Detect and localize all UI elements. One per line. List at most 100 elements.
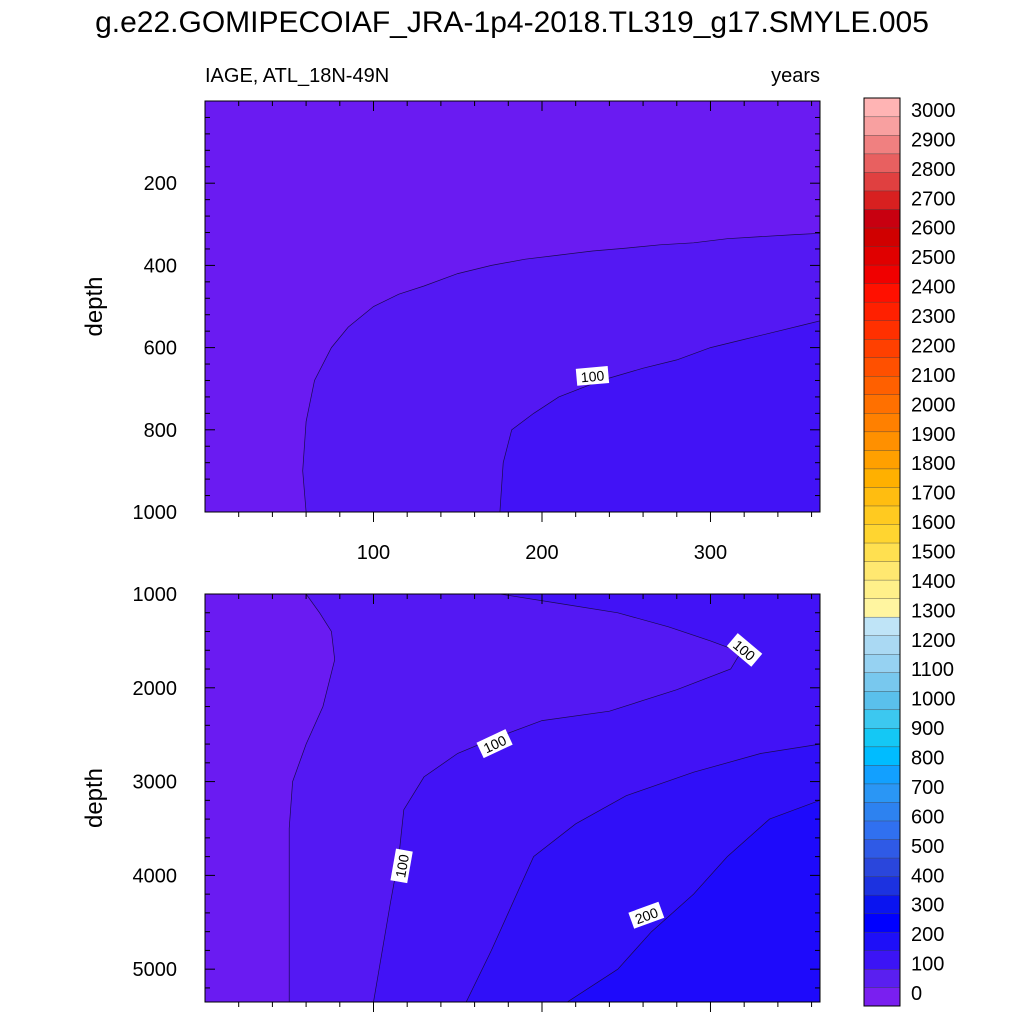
colorbar-swatch: [863, 505, 901, 525]
x-tick-label: 200: [525, 542, 558, 564]
colorbar-swatch: [863, 764, 901, 785]
colorbar-label: 2900: [911, 129, 956, 151]
y-tick-label: 1000: [133, 502, 178, 524]
colorbar-swatch: [863, 486, 901, 507]
colorbar-label: 500: [911, 836, 944, 858]
colorbar-swatch: [863, 338, 901, 358]
colorbar-swatch: [863, 579, 901, 599]
plot-frame: [204, 100, 821, 513]
x-tick-label: 100: [357, 542, 390, 564]
colorbar-label: 1200: [911, 630, 956, 652]
colorbar-label: 2800: [911, 159, 956, 181]
top-contour-panel: 100 200 300 200 400 600 800 1000 depth 100: [81, 100, 821, 564]
y-axis-label: depth: [81, 768, 108, 828]
contour-label-box: [390, 848, 413, 884]
colorbar-swatch: [863, 876, 901, 896]
colorbar-label: 1300: [911, 600, 956, 622]
colorbar-swatch: [863, 394, 901, 414]
colorbar-swatch: [863, 357, 901, 377]
colorbar-label: 2100: [911, 365, 956, 387]
colorbar-swatch: [863, 598, 901, 618]
colorbar-swatch: [863, 913, 901, 933]
colorbar-label: 300: [911, 895, 944, 917]
colorbar-swatch: [863, 412, 901, 433]
colorbar-label: 1600: [911, 512, 956, 534]
colorbar-label: 1700: [911, 483, 956, 505]
colorbar-swatch: [863, 746, 901, 766]
colorbar-swatch: [863, 283, 901, 303]
contour-band-100-150: [499, 320, 820, 512]
colorbar-label: 1100: [911, 659, 954, 681]
contour-label-box: [726, 633, 763, 667]
colorbar-swatch: [863, 820, 901, 840]
top-panel-units: years: [771, 65, 820, 87]
contour-label-box: [575, 366, 610, 386]
contour-label: 100: [390, 848, 413, 884]
y-tick-label: 3000: [133, 772, 178, 794]
colorbar-swatch: [863, 783, 901, 803]
colorbar-swatch: [863, 97, 901, 118]
y-axis-label: depth: [81, 276, 108, 336]
y-tick-label: 400: [144, 255, 177, 277]
figure-title: g.e22.GOMIPECOIAF_JRA-1p4-2018.TL319_g17…: [95, 6, 929, 39]
colorbar: 0 100 200 300 400 500 600 700 800 900 1000 1100 1200…: [863, 97, 956, 1007]
colorbar-swatch: [863, 301, 901, 321]
y-tick-label: 600: [144, 338, 177, 360]
colorbar-swatch: [863, 987, 901, 1007]
plot-frame: [204, 593, 821, 1003]
contour-band-200-250: [566, 799, 820, 1002]
colorbar-swatch: [863, 968, 901, 988]
colorbar-swatch: [863, 524, 901, 544]
colorbar-swatch: [863, 208, 901, 229]
colorbar-swatch: [863, 801, 901, 822]
y-tick-label: 200: [144, 173, 177, 195]
colorbar-frame: [863, 97, 901, 1007]
colorbar-swatch: [863, 190, 901, 210]
colorbar-swatch: [863, 264, 901, 284]
colorbar-label: 100: [911, 954, 944, 976]
colorbar-swatch: [863, 561, 901, 581]
colorbar-label: 2400: [911, 277, 956, 299]
colorbar-swatch: [863, 431, 901, 451]
colorbar-label: 200: [911, 924, 944, 946]
colorbar-label: 1500: [911, 542, 956, 564]
colorbar-label: 3000: [911, 100, 956, 122]
contour-label-text: 100: [392, 853, 412, 879]
colorbar-label: 0: [911, 983, 922, 1005]
colorbar-swatch: [863, 727, 901, 748]
colorbar-swatch: [863, 375, 901, 395]
colorbar-swatch: [863, 542, 901, 562]
colorbar-swatch: [863, 134, 901, 155]
colorbar-swatch: [863, 171, 901, 192]
colorbar-label: 800: [911, 748, 944, 770]
contour-label-text: 100: [580, 367, 605, 385]
colorbar-swatch: [863, 320, 901, 340]
colorbar-swatch: [863, 653, 901, 673]
colorbar-swatch: [863, 894, 901, 914]
colorbar-swatch: [863, 672, 901, 692]
y-tick-label: 5000: [133, 959, 178, 981]
contour-label: 200: [628, 901, 665, 929]
colorbar-label: 1800: [911, 453, 956, 475]
colorbar-swatch: [863, 857, 901, 877]
colorbar-label: 2500: [911, 247, 956, 269]
contour-label-box: [476, 729, 513, 759]
top-panel-title: IAGE, ATL_18N-49N: [205, 65, 389, 87]
colorbar-swatch: [863, 616, 901, 636]
y-tick-label: 800: [144, 420, 177, 442]
y-tick-label: 4000: [133, 865, 178, 887]
colorbar-label: 900: [911, 718, 944, 740]
colorbar-label: 1400: [911, 571, 956, 593]
colorbar-swatch: [863, 449, 901, 470]
colorbar-label: 2700: [911, 188, 956, 210]
y-tick-label: 1000: [133, 584, 178, 606]
contour-fills: [205, 101, 820, 512]
colorbar-swatch: [863, 468, 901, 488]
colorbar-label: 1900: [911, 424, 956, 446]
colorbar-label: 700: [911, 777, 944, 799]
colorbar-swatch: [863, 635, 901, 655]
colorbar-swatch: [863, 950, 901, 970]
colorbar-swatch: [863, 690, 901, 711]
